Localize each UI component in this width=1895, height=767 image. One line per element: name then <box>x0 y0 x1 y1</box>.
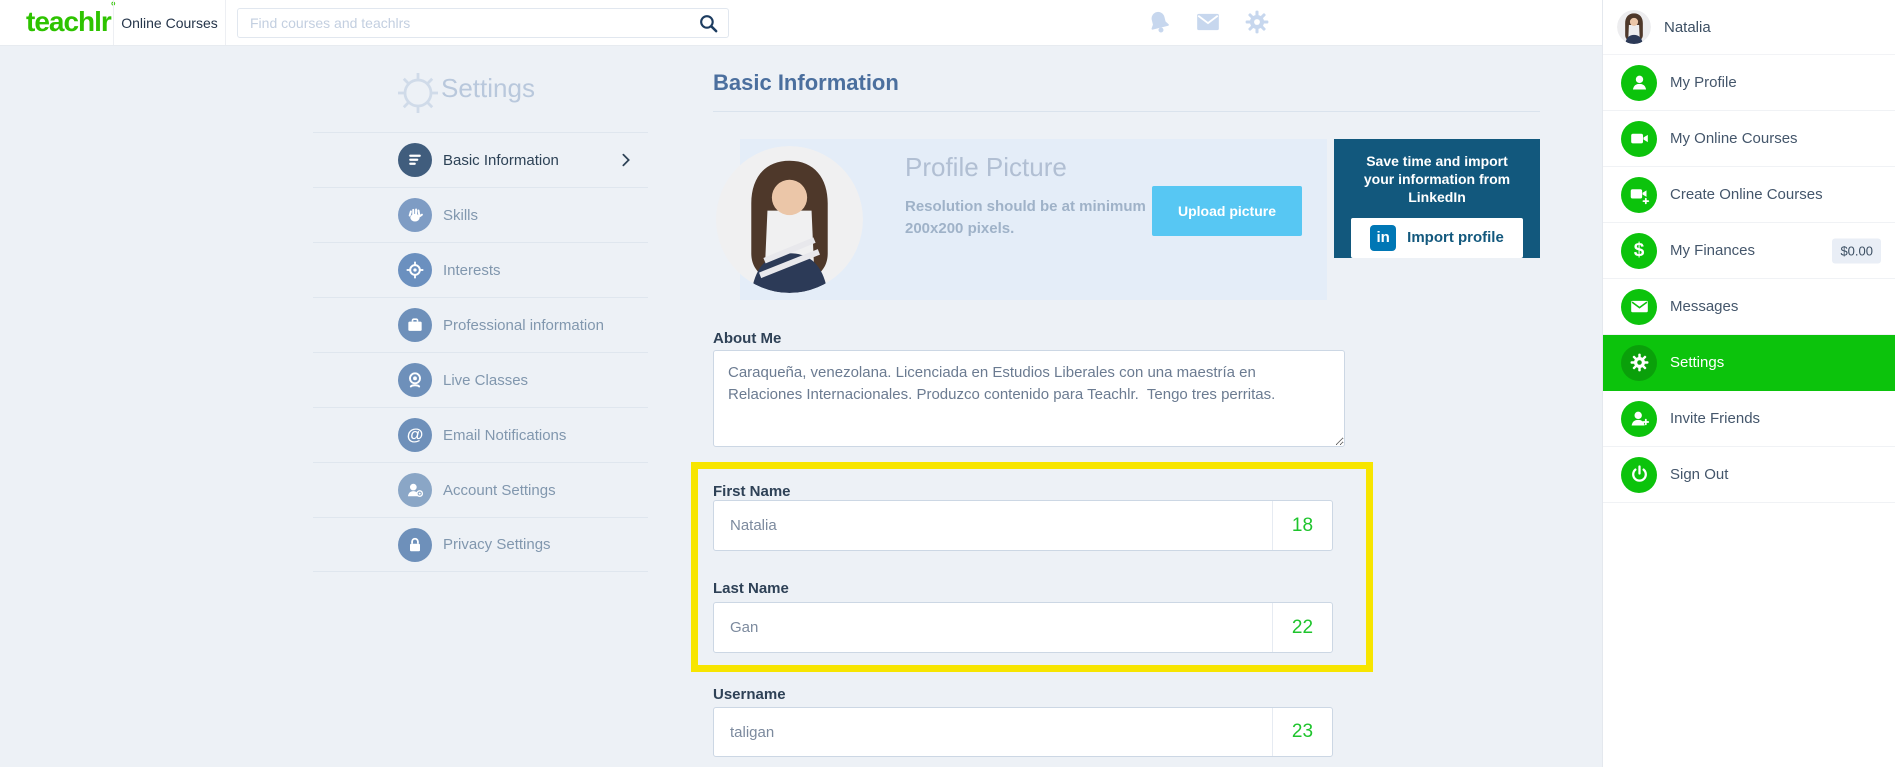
teachlr-logo[interactable]: teachlr° <box>26 0 116 37</box>
sidebar-item-create-online-courses[interactable]: Create Online Courses <box>1603 167 1895 223</box>
search-bar <box>237 8 729 38</box>
profile-picture-hint: Resolution should be at minimum 200x200 … <box>905 198 1146 237</box>
user-sidebar: Natalia My Profile My Online Courses Cre… <box>1602 0 1895 767</box>
upload-picture-button[interactable]: Upload picture <box>1152 186 1302 236</box>
menu-item-email-notifications[interactable]: @ Email Notifications <box>313 407 648 462</box>
target-icon <box>398 253 432 287</box>
sidebar-item-label: Settings <box>1670 354 1725 371</box>
import-profile-label: Import profile <box>1407 229 1504 247</box>
lock-icon <box>398 527 432 562</box>
sidebar-item-invite-friends[interactable]: Invite Friends <box>1603 391 1895 447</box>
sidebar-item-settings[interactable]: Settings <box>1603 335 1895 391</box>
menu-item-account-settings[interactable]: Account Settings <box>313 462 648 517</box>
dollar-icon: $ <box>1621 232 1657 269</box>
user-gear-icon <box>398 473 432 507</box>
menu-item-label: Basic Information <box>443 151 559 169</box>
about-me-textarea[interactable]: Caraqueña, venezolana. Licenciada en Est… <box>713 350 1345 447</box>
webcam-icon <box>398 363 432 397</box>
briefcase-icon <box>398 308 432 342</box>
username-box: 23 <box>713 707 1333 757</box>
last-name-counter: 22 <box>1272 603 1332 652</box>
menu-item-label: Live Classes <box>443 371 529 389</box>
user-avatar <box>1617 10 1651 44</box>
menu-item-privacy-settings[interactable]: Privacy Settings <box>313 517 648 572</box>
sidebar-user[interactable]: Natalia <box>1603 0 1895 55</box>
search-icon[interactable] <box>698 13 719 34</box>
menu-item-skills[interactable]: Skills <box>313 187 648 242</box>
sidebar-item-my-finances[interactable]: $ My Finances $0.00 <box>1603 223 1895 279</box>
profile-picture-title: Profile Picture <box>905 152 1067 182</box>
text-lines-icon <box>398 143 432 177</box>
menu-item-basic-information[interactable]: Basic Information <box>313 132 648 187</box>
username-counter: 23 <box>1272 708 1332 756</box>
settings-menu: Settings Basic Information Skills Intere… <box>313 55 648 572</box>
last-name-input[interactable] <box>714 603 1272 652</box>
linkedin-message: Save time and import your information fr… <box>1363 153 1511 206</box>
sidebar-item-my-online-courses[interactable]: My Online Courses <box>1603 111 1895 167</box>
first-name-box: 18 <box>713 500 1333 551</box>
username-input[interactable] <box>714 708 1272 756</box>
last-name-label: Last Name <box>713 580 789 597</box>
sidebar-item-label: Messages <box>1670 298 1739 315</box>
topbar-icons <box>1146 9 1270 35</box>
gear-outline-icon <box>398 73 438 113</box>
notifications-bell-icon[interactable] <box>1146 9 1172 35</box>
search-input[interactable] <box>238 15 698 31</box>
menu-item-label: Interests <box>443 261 501 279</box>
gear-icon <box>1621 344 1657 381</box>
settings-menu-title: Settings <box>441 73 535 103</box>
about-me-box: Caraqueña, venezolana. Licenciada en Est… <box>713 350 1345 447</box>
menu-item-professional-information[interactable]: Professional information <box>313 297 648 352</box>
finances-balance-badge: $0.00 <box>1832 238 1881 263</box>
sidebar-item-my-profile[interactable]: My Profile <box>1603 55 1895 111</box>
video-camera-icon <box>1621 120 1657 157</box>
sidebar-item-label: My Online Courses <box>1670 130 1798 147</box>
menu-item-label: Email Notifications <box>443 426 567 444</box>
sidebar-item-messages[interactable]: Messages <box>1603 279 1895 335</box>
linkedin-icon: in <box>1370 224 1397 251</box>
sidebar-item-label: My Finances <box>1670 242 1756 259</box>
menu-item-label: Professional information <box>443 316 604 334</box>
profile-photo[interactable] <box>716 146 863 293</box>
sidebar-item-label: My Profile <box>1670 74 1737 91</box>
sidebar-item-label: Create Online Courses <box>1670 186 1823 203</box>
page-title: Basic Information <box>713 70 899 95</box>
menu-item-label: Skills <box>443 206 479 224</box>
menu-item-label: Privacy Settings <box>443 536 551 553</box>
top-bar: teachlr° Online Courses <box>0 0 1602 46</box>
settings-gear-icon[interactable] <box>1244 9 1270 35</box>
user-icon <box>1621 64 1657 101</box>
sidebar-item-label: Invite Friends <box>1670 410 1761 427</box>
sidebar-item-sign-out[interactable]: Sign Out <box>1603 447 1895 503</box>
username-label: Username <box>713 686 786 703</box>
menu-item-live-classes[interactable]: Live Classes <box>313 352 648 407</box>
import-profile-button[interactable]: in Import profile <box>1351 217 1523 258</box>
linkedin-import-box: Save time and import your information fr… <box>1334 139 1540 258</box>
title-divider <box>713 111 1540 112</box>
first-name-counter: 18 <box>1272 501 1332 550</box>
chevron-right-icon <box>622 153 630 167</box>
menu-item-interests[interactable]: Interests <box>313 242 648 297</box>
first-name-label: First Name <box>713 483 791 500</box>
sidebar-item-label: Sign Out <box>1670 466 1729 483</box>
power-icon <box>1621 456 1657 493</box>
nav-online-courses[interactable]: Online Courses <box>113 0 226 45</box>
envelope-icon <box>1621 288 1657 325</box>
at-sign-icon: @ <box>398 418 432 452</box>
messages-mail-icon[interactable] <box>1195 9 1221 35</box>
user-name: Natalia <box>1664 18 1711 36</box>
about-me-label: About Me <box>713 330 782 347</box>
first-name-input[interactable] <box>714 501 1272 550</box>
last-name-box: 22 <box>713 602 1333 653</box>
video-camera-plus-icon <box>1621 176 1657 213</box>
user-plus-icon <box>1621 400 1657 437</box>
menu-item-label: Account Settings <box>443 481 556 499</box>
hand-icon <box>398 198 432 232</box>
settings-menu-header: Settings <box>313 55 648 132</box>
